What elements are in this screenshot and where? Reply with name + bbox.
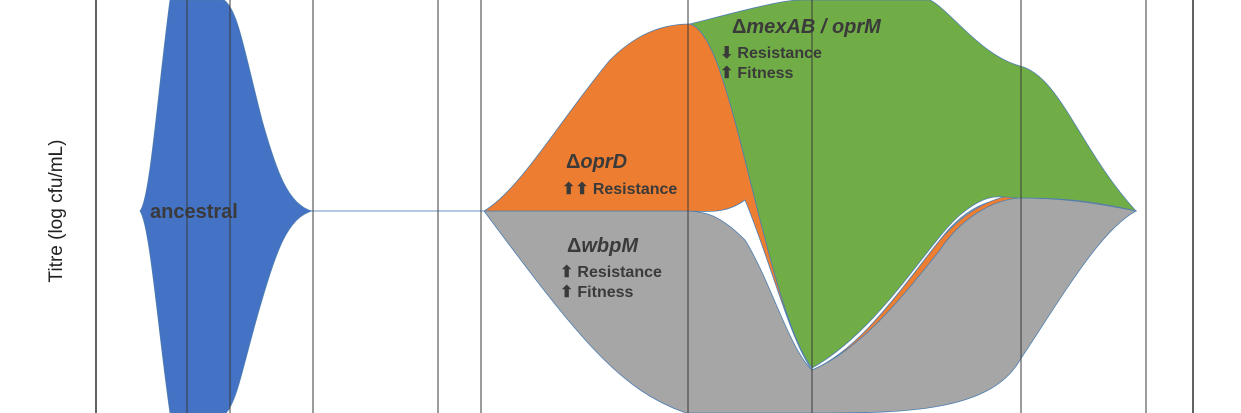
oprd-label: oprD (580, 151, 627, 173)
mexab-label: mexAB / oprM (746, 16, 882, 38)
arrow-down-icon: ⬇ (720, 45, 733, 62)
wbpm-prefix: Δ (567, 235, 581, 257)
mexab-prefix: Δ (732, 16, 746, 38)
mexab-effect-2: ⬆ Fitness (720, 65, 794, 82)
oprd-effect-1-text: Resistance (593, 181, 678, 198)
oprd-prefix: Δ (566, 151, 580, 173)
oprd-title: ΔoprD (566, 151, 627, 173)
wbpm-effect-1: ⬆ Resistance (560, 264, 662, 281)
arrow-up-icon: ⬆ (720, 65, 733, 82)
mexab-title: ΔmexAB / oprM (732, 16, 882, 38)
mexab-area (688, 0, 1138, 369)
arrows-up-up-icon: ⬆⬆ (562, 181, 589, 198)
mexab-effect-1: ⬇ Resistance (720, 45, 822, 62)
oprd-effect-1: ⬆⬆ Resistance (562, 181, 677, 198)
y-axis-label: Titre (log cfu/mL) (46, 140, 67, 283)
wbpm-title: ΔwbpM (567, 235, 639, 257)
ancestral-label: ancestral (150, 201, 238, 223)
arrow-up-icon: ⬆ (560, 264, 573, 281)
wbpm-label: wbpM (581, 235, 639, 257)
area-layer (139, 0, 1138, 413)
wbpm-effect-2-text: Fitness (577, 284, 633, 301)
mexab-effect-2-text: Fitness (737, 65, 793, 82)
wbpm-effect-2: ⬆ Fitness (560, 284, 634, 301)
mexab-effect-1-text: Resistance (737, 45, 822, 62)
wbpm-effect-1-text: Resistance (577, 264, 662, 281)
arrow-up-icon: ⬆ (560, 284, 573, 301)
time-gridlines (95, 0, 1194, 413)
